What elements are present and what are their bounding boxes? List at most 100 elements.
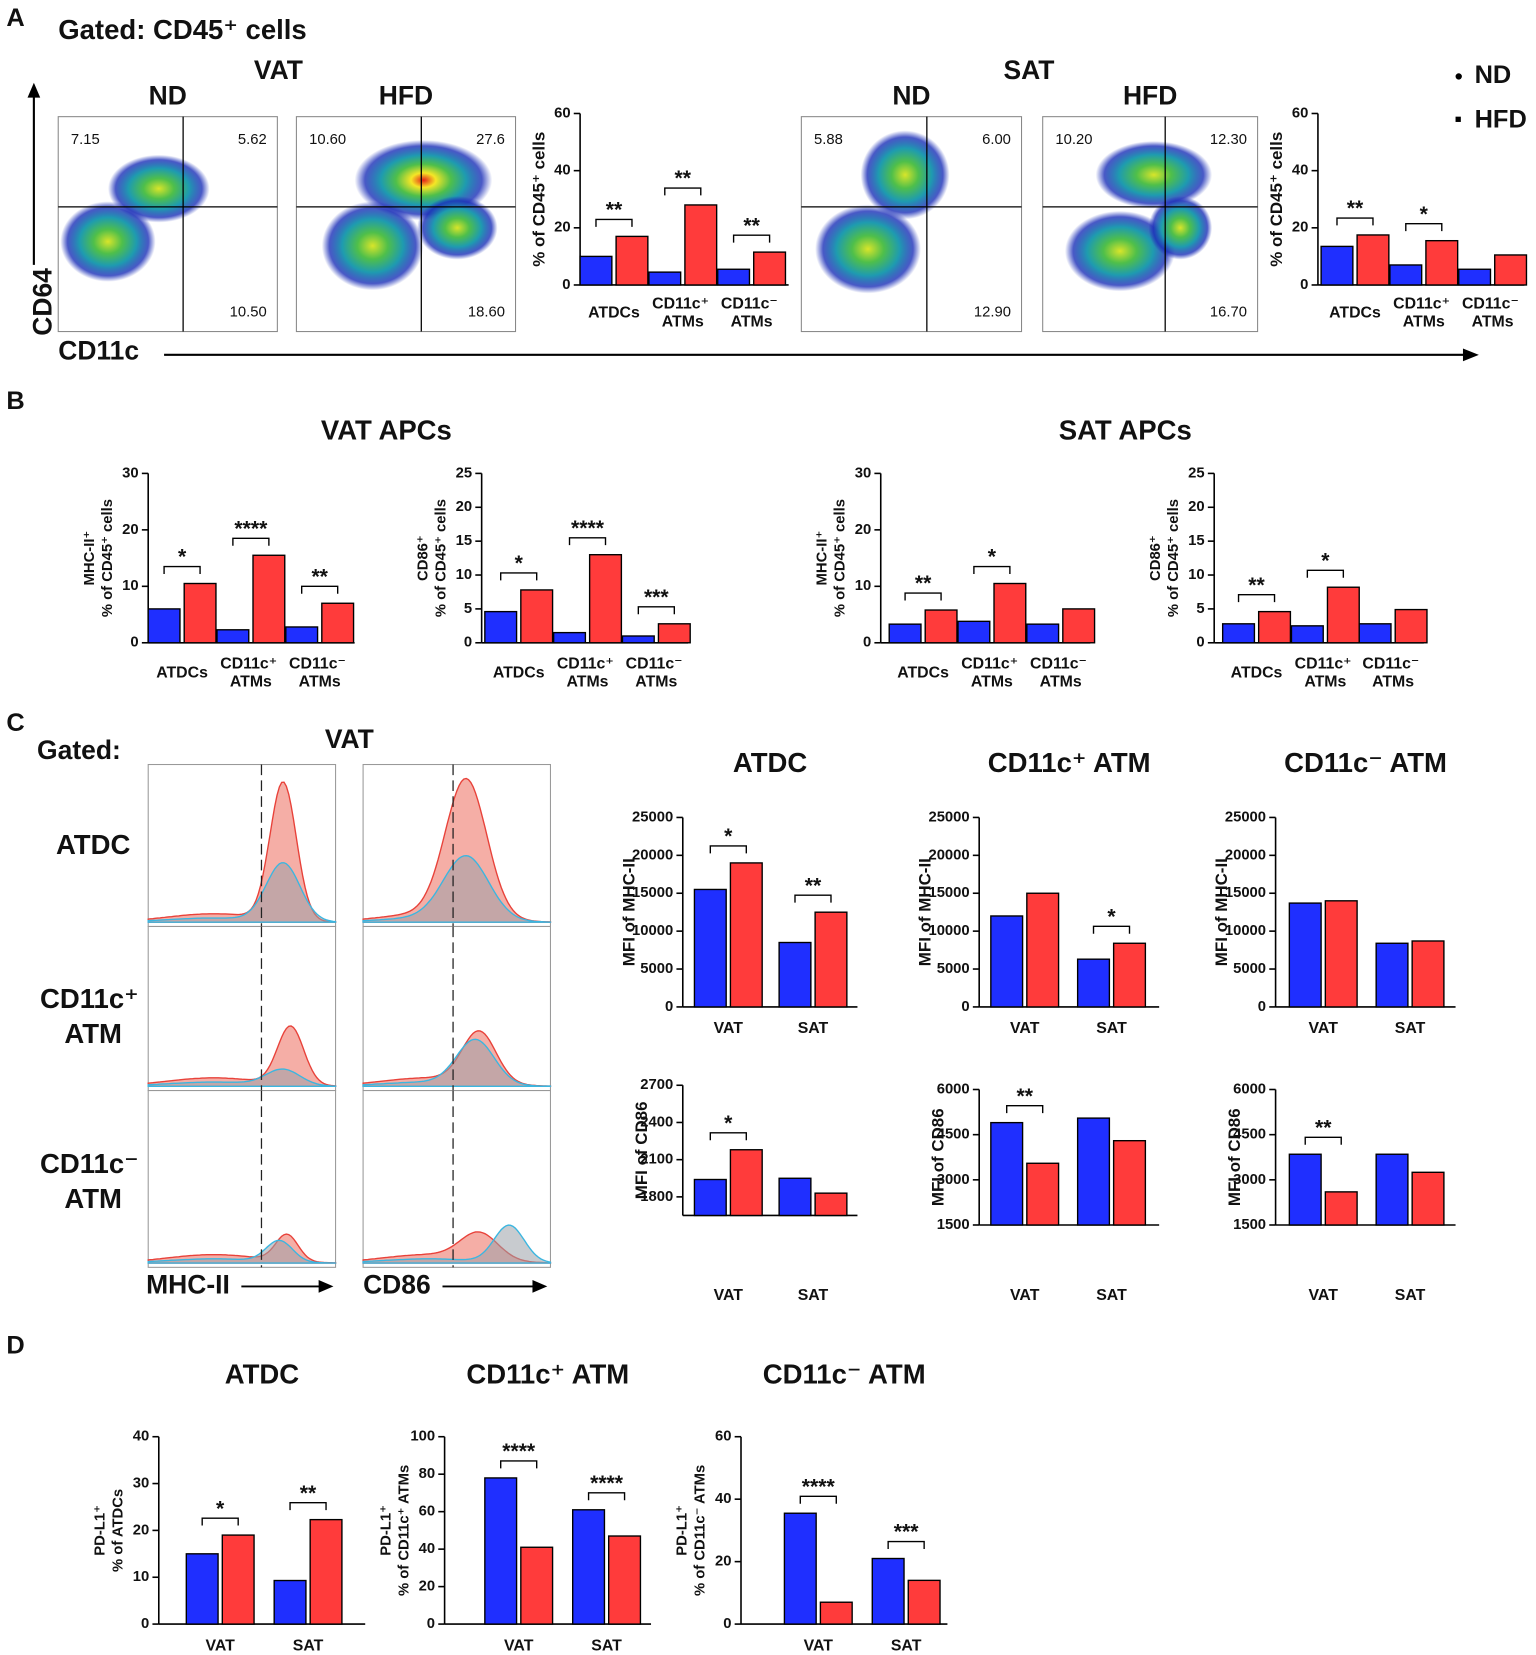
- panel-letter: B: [6, 387, 24, 415]
- x-tick-label: VAT: [714, 1287, 744, 1304]
- y-tick-label: 60: [419, 1504, 435, 1520]
- y-tick-label: 15000: [928, 885, 969, 901]
- significance-bracket: [568, 537, 607, 546]
- quadrant-value: 6.00: [982, 132, 1011, 148]
- y-tick-label: 25000: [632, 809, 673, 825]
- significance-label: *: [988, 546, 997, 569]
- histogram-nd: [362, 1224, 552, 1264]
- y-tick-label: 6000: [1233, 1081, 1266, 1097]
- significance-label: ***: [644, 586, 669, 609]
- bar: [1389, 264, 1423, 286]
- y-tick-label: 15: [456, 533, 472, 549]
- y-tick-label: 40: [554, 163, 570, 179]
- significance-label: ****: [234, 517, 268, 540]
- y-tick-label: 0: [141, 1616, 149, 1632]
- y-tick-label: 20000: [928, 847, 969, 863]
- bar: [321, 602, 355, 644]
- significance-bracket: [904, 592, 942, 601]
- significance-label: *: [178, 546, 187, 569]
- flow-plot-title: HFD: [1123, 81, 1177, 111]
- chart-title: CD11c⁻ ATM: [1284, 747, 1447, 778]
- x-tick-label: CD11c⁺ ATMs: [557, 656, 618, 691]
- significance-bracket: [1237, 593, 1276, 603]
- bar: [729, 862, 763, 1008]
- significance-bracket: [232, 537, 270, 546]
- significance-bracket: [1306, 569, 1345, 578]
- arrow-head: [318, 1280, 334, 1293]
- x-tick-label: VAT: [714, 1020, 744, 1037]
- bar: [216, 629, 250, 644]
- y-tick-label: 25000: [1225, 809, 1266, 825]
- y-tick-label: 15000: [1225, 885, 1266, 901]
- density-cloud: [1064, 210, 1176, 292]
- histogram-hfd: [362, 777, 552, 923]
- bar: [871, 1557, 905, 1625]
- y-axis-label: MFI of MHC-II: [916, 858, 935, 966]
- bar: [888, 623, 922, 644]
- significance-label: **: [743, 214, 760, 237]
- arrow-head: [532, 1280, 548, 1293]
- significance-label: **: [1248, 574, 1265, 597]
- bar: [1375, 1153, 1409, 1226]
- bar: [621, 635, 655, 644]
- y-axis-label: MHC-II⁺: [814, 531, 830, 586]
- x-tick-label: VAT: [1010, 1020, 1040, 1037]
- legend-label: ND: [1475, 61, 1512, 89]
- chart-title: CD11c⁻ ATM: [763, 1359, 926, 1390]
- x-tick-label: ATDCs: [1231, 665, 1283, 682]
- y-tick-label: 25: [1188, 465, 1204, 481]
- y-tick-label: 2400: [640, 1114, 673, 1130]
- y-tick-label: 4500: [937, 1127, 970, 1143]
- bar: [717, 268, 751, 286]
- y-tick-label: 20: [715, 1554, 731, 1570]
- significance-bracket: [799, 1495, 837, 1504]
- bar: [1358, 623, 1392, 644]
- y-axis-label: PD-L1⁺: [378, 1505, 394, 1556]
- significance-label: *: [216, 1497, 225, 1520]
- bar: [814, 911, 848, 1008]
- significance-bracket: [794, 894, 832, 903]
- quadrant-value: 12.90: [974, 304, 1011, 320]
- bar: [1062, 608, 1096, 644]
- y-tick-label: 0: [1258, 999, 1266, 1015]
- significance-label: ***: [894, 1521, 919, 1544]
- y-tick-label: 3000: [937, 1172, 970, 1188]
- y-tick-label: 40: [1292, 163, 1308, 179]
- y-tick-label: 2100: [640, 1152, 673, 1168]
- y-tick-label: 0: [961, 999, 969, 1015]
- bar: [309, 1518, 343, 1625]
- y-tick-label: 30: [133, 1475, 149, 1491]
- arrow-head: [1462, 348, 1479, 362]
- bar: [1326, 586, 1360, 644]
- x-tick-label: CD11c⁺ ATMs: [220, 656, 281, 691]
- axis-label: CD64: [27, 268, 57, 336]
- x-tick-label: CD11c⁻ ATMs: [1030, 656, 1091, 691]
- y-tick-label: 0: [863, 635, 871, 651]
- y-axis-label: % of CD45⁺ cells: [1267, 132, 1286, 267]
- y-axis-label: MFI of CD86: [632, 1101, 651, 1199]
- significance-bracket: [201, 1517, 239, 1526]
- significance-bracket: [500, 1460, 538, 1469]
- density-cloud: [107, 154, 210, 223]
- group-title: VAT: [325, 724, 374, 754]
- x-tick-label: CD11c⁺ ATMs: [652, 296, 713, 331]
- bar: [1076, 958, 1111, 1008]
- x-tick-label: CD11c⁻ ATMs: [626, 656, 687, 691]
- x-tick-label: SAT: [798, 1287, 829, 1304]
- y-tick-label: 4500: [1233, 1127, 1266, 1143]
- bar: [147, 608, 181, 644]
- significance-label: ****: [571, 517, 605, 540]
- y-tick-label: 20: [1292, 220, 1308, 236]
- y-tick-label: 0: [665, 999, 673, 1015]
- histogram-nd: [362, 854, 552, 923]
- y-tick-label: 60: [1292, 105, 1308, 121]
- y-axis-label: CD86⁺: [1148, 535, 1164, 581]
- x-tick-label: CD11c⁻ ATMs: [721, 296, 782, 331]
- y-axis-label: MFI of MHC-II: [1212, 858, 1231, 966]
- x-tick-label: CD11c⁻ ATMs: [289, 656, 350, 691]
- panel-letter: D: [6, 1331, 24, 1359]
- y-axis-label: MFI of CD86: [928, 1108, 947, 1206]
- quadrant-value: 7.15: [71, 132, 100, 148]
- y-tick-label: 5: [464, 601, 472, 617]
- x-tick-label: VAT: [1309, 1287, 1339, 1304]
